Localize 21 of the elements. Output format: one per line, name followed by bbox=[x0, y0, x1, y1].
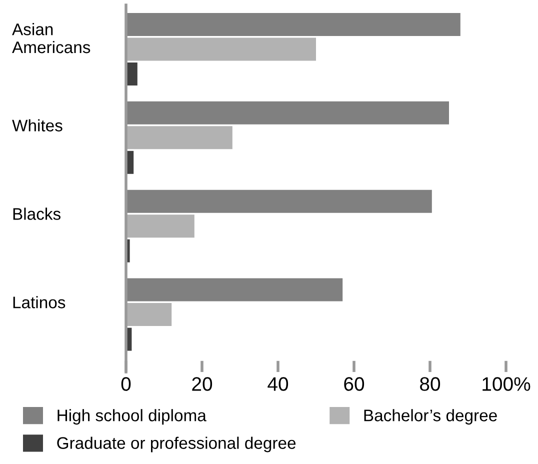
bar bbox=[126, 38, 316, 61]
bar bbox=[126, 101, 449, 124]
legend-label: Bachelor’s degree bbox=[364, 409, 497, 425]
x-tick-label: 0 bbox=[121, 377, 131, 391]
bar bbox=[126, 278, 343, 302]
bar bbox=[126, 190, 432, 213]
x-tick-label: 40 bbox=[268, 377, 288, 391]
y-tick-label: Blacks bbox=[13, 208, 60, 220]
legend-label: Graduate or professional degree bbox=[57, 436, 296, 452]
legend-label: High school diploma bbox=[58, 409, 206, 425]
y-tick-label: Whites bbox=[12, 119, 62, 132]
y-tick-label: Asian Americans bbox=[12, 23, 90, 54]
x-tick-label: 100% bbox=[482, 377, 530, 391]
y-tick-label: Latinos bbox=[13, 296, 66, 308]
bar bbox=[126, 303, 172, 326]
x-tick-label: 80 bbox=[420, 377, 440, 391]
bar bbox=[126, 214, 194, 238]
x-tick-label: 60 bbox=[344, 377, 364, 391]
bar bbox=[126, 126, 232, 150]
bar bbox=[126, 12, 460, 36]
x-tick-label: 20 bbox=[192, 377, 212, 391]
